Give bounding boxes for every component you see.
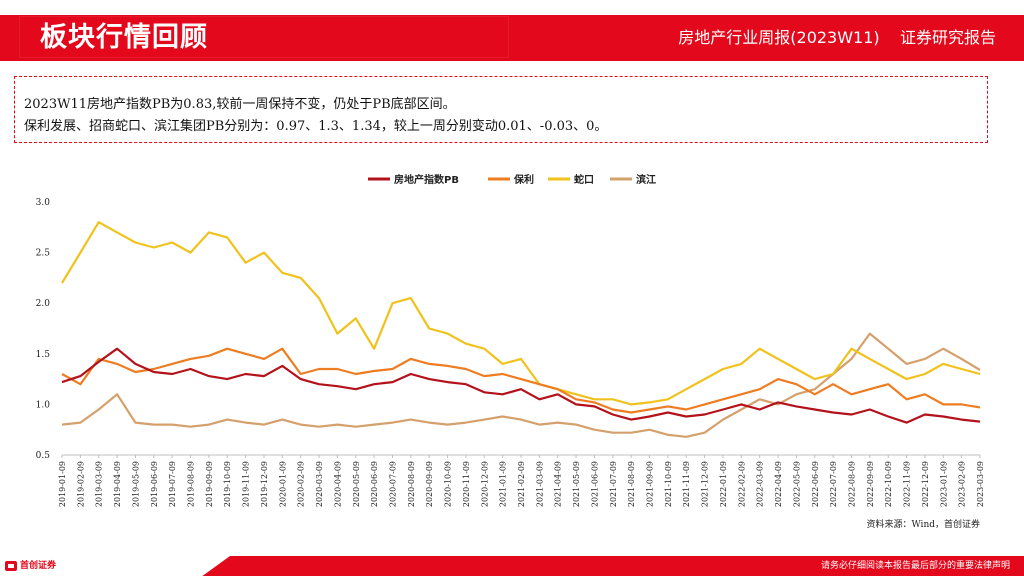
report-title: 房地产行业周报(2023W11) 证券研究报告 bbox=[678, 28, 996, 47]
x-tick-label: 2020-10-09 bbox=[444, 461, 453, 507]
series-line-2 bbox=[61, 221, 981, 406]
x-tick-label: 2021-07-09 bbox=[609, 461, 618, 507]
x-tick-label: 2023-03-09 bbox=[976, 461, 985, 507]
x-tick-label: 2020-09-09 bbox=[425, 461, 434, 507]
x-tick-label: 2019-08-09 bbox=[187, 461, 196, 507]
x-tick-label: 2019-10-09 bbox=[223, 461, 232, 507]
x-tick-label: 2022-09-09 bbox=[866, 461, 875, 507]
series-line-1 bbox=[61, 347, 981, 414]
y-tick-label: 3.0 bbox=[36, 198, 51, 208]
x-tick-label: 2022-10-09 bbox=[884, 461, 893, 507]
footer-disclaimer: 请务必仔细阅读本报告最后部分的重要法律声明 bbox=[820, 561, 1010, 571]
x-tick-label: 2022-07-09 bbox=[829, 461, 838, 507]
x-tick-label: 2022-12-09 bbox=[921, 461, 930, 507]
y-tick-label: 1.0 bbox=[36, 400, 51, 410]
x-tick-label: 2022-11-09 bbox=[903, 461, 912, 507]
x-tick-label: 2021-02-09 bbox=[517, 461, 526, 507]
company-logo-icon bbox=[5, 561, 17, 571]
y-tick-label: 0.5 bbox=[36, 451, 51, 461]
x-tick-label: 2022-06-09 bbox=[811, 461, 820, 507]
x-tick-label: 2019-11-09 bbox=[242, 461, 251, 507]
x-tick-label: 2019-07-09 bbox=[168, 461, 177, 507]
legend-label: 保利 bbox=[513, 173, 534, 186]
y-tick-label: 2.5 bbox=[36, 249, 51, 259]
x-tick-label: 2020-03-09 bbox=[315, 461, 324, 507]
series-line-0 bbox=[61, 347, 981, 424]
legend-label: 房地产指数PB bbox=[394, 173, 459, 186]
x-tick-label: 2021-12-09 bbox=[701, 461, 710, 507]
logo-text: 首创证券 bbox=[20, 561, 57, 571]
x-tick-label: 2019-12-09 bbox=[260, 461, 269, 507]
x-tick-label: 2021-04-09 bbox=[554, 461, 563, 507]
x-tick-label: 2021-11-09 bbox=[682, 461, 691, 507]
x-tick-label: 2019-02-09 bbox=[76, 461, 85, 507]
x-tick-label: 2019-05-09 bbox=[131, 461, 140, 507]
y-tick-label: 1.5 bbox=[36, 350, 51, 360]
source-note: 资料来源：Wind，首创证券 bbox=[866, 520, 980, 530]
footer-logo-area bbox=[0, 556, 230, 576]
footer-bar bbox=[0, 556, 1024, 576]
summary-line-1: 2023W11房地产指数PB为0.83,较前一周保持不变，仍处于PB底部区间。 bbox=[24, 97, 456, 112]
x-tick-label: 2020-01-09 bbox=[278, 461, 287, 507]
x-tick-label: 2021-03-09 bbox=[535, 461, 544, 507]
x-tick-label: 2021-09-09 bbox=[646, 461, 655, 507]
header-title-tab bbox=[20, 17, 508, 57]
x-tick-label: 2021-05-09 bbox=[572, 461, 581, 507]
x-tick-label: 2022-05-09 bbox=[792, 461, 801, 507]
summary-box bbox=[14, 76, 988, 143]
x-tick-label: 2021-06-09 bbox=[590, 461, 599, 507]
x-tick-label: 2019-04-09 bbox=[113, 461, 122, 507]
x-tick-label: 2020-05-09 bbox=[352, 461, 361, 507]
x-tick-label: 2022-04-09 bbox=[774, 461, 783, 507]
x-tick-label: 2022-08-09 bbox=[847, 461, 856, 507]
x-tick-label: 2022-01-09 bbox=[719, 461, 728, 507]
x-tick-label: 2019-03-09 bbox=[95, 461, 104, 507]
x-tick-label: 2020-12-09 bbox=[480, 461, 489, 507]
legend-label: 滨江 bbox=[636, 173, 656, 186]
x-tick-label: 2019-09-09 bbox=[205, 461, 214, 507]
x-tick-label: 2022-03-09 bbox=[756, 461, 765, 507]
series-line-3 bbox=[61, 332, 981, 438]
x-tick-label: 2020-07-09 bbox=[388, 461, 397, 507]
page-title: 板块行情回顾 bbox=[40, 22, 208, 53]
x-tick-label: 2023-02-09 bbox=[958, 461, 967, 507]
x-tick-label: 2020-08-09 bbox=[407, 461, 416, 507]
x-tick-label: 2020-02-09 bbox=[297, 461, 306, 507]
x-tick-label: 2021-10-09 bbox=[664, 461, 673, 507]
y-tick-label: 2.0 bbox=[36, 299, 51, 309]
x-tick-label: 2020-04-09 bbox=[333, 461, 342, 507]
pb-line-chart: 0.5 1.0 1.5 2.0 2.5 3.0 2019-01-09 2019-02-09 20… bbox=[36, 173, 985, 507]
x-tick-label: 2019-01-09 bbox=[58, 461, 67, 507]
legend-label: 蛇口 bbox=[574, 173, 594, 186]
x-tick-label: 2020-06-09 bbox=[370, 461, 379, 507]
summary-line-2: 保利发展、招商蛇口、滨江集团PB分别为：0.97、1.3、1.34，较上一周分别… bbox=[24, 119, 608, 134]
x-tick-label: 2019-06-09 bbox=[150, 461, 159, 507]
x-tick-label: 2022-02-09 bbox=[737, 461, 746, 507]
x-tick-label: 2020-11-09 bbox=[462, 461, 471, 507]
x-tick-label: 2023-01-09 bbox=[939, 461, 948, 507]
x-tick-label: 2021-01-09 bbox=[499, 461, 508, 507]
x-tick-label: 2021-08-09 bbox=[627, 461, 636, 507]
